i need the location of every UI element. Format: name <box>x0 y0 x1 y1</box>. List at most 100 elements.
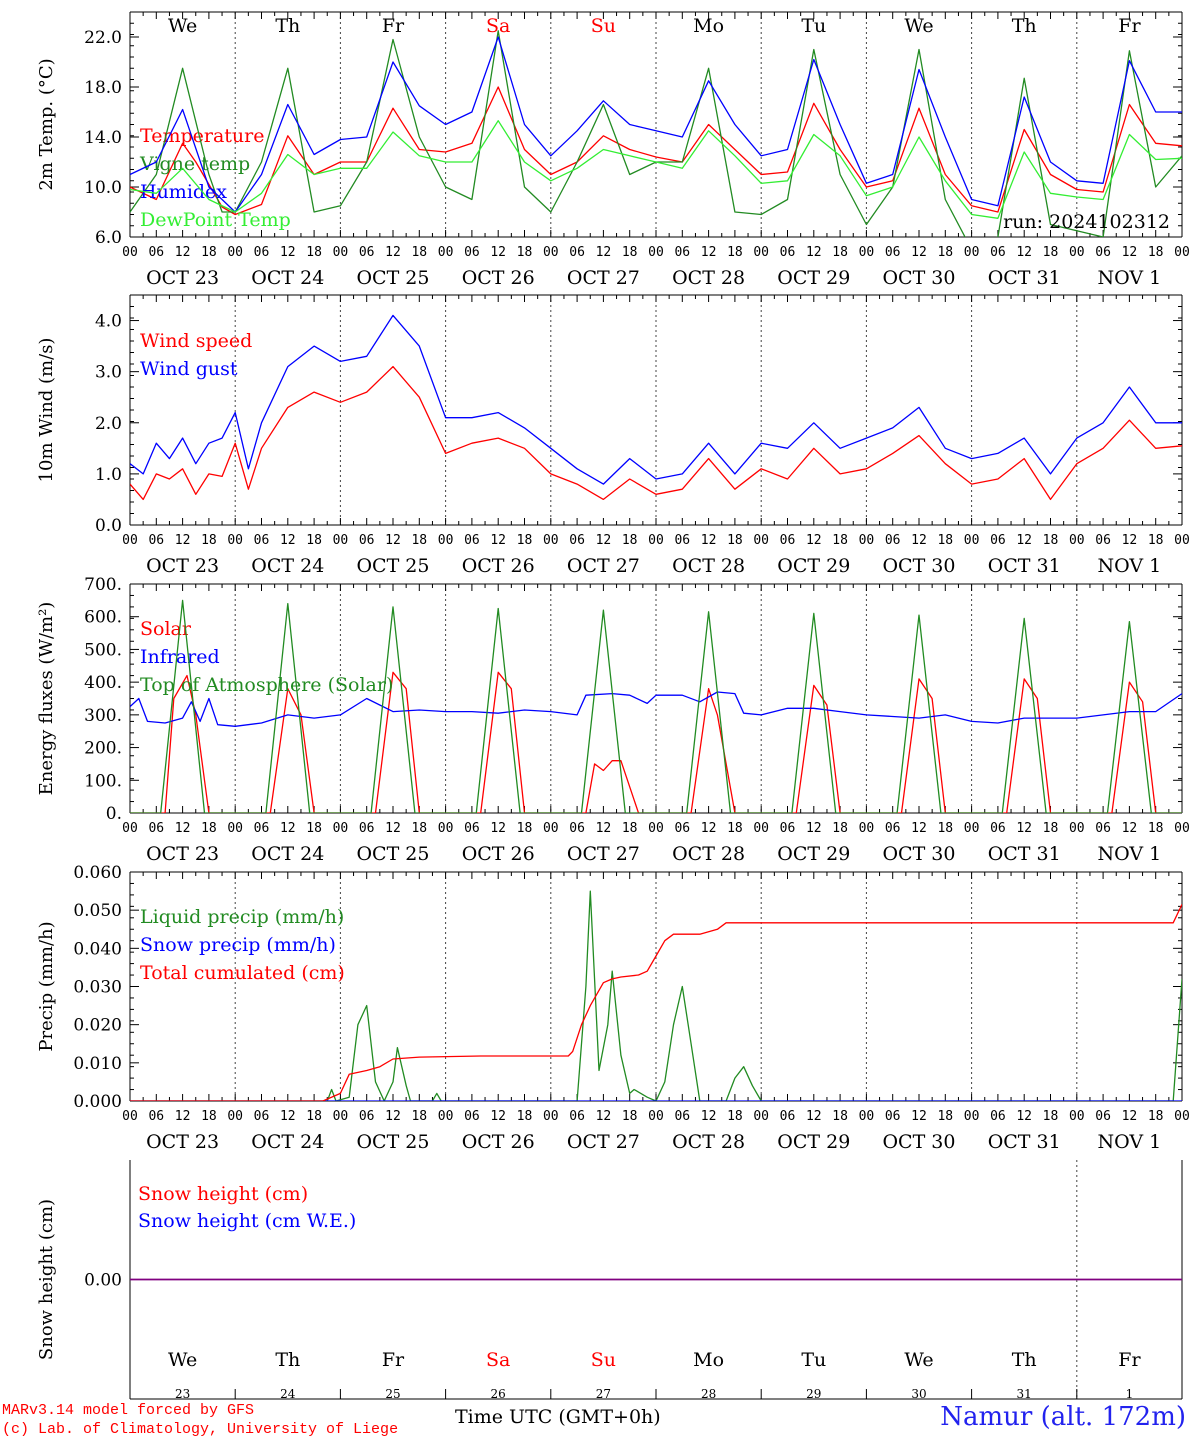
hour-tick-label: 12 <box>911 821 927 836</box>
hour-tick-label: 12 <box>280 821 296 836</box>
hour-tick-label: 00 <box>543 821 559 836</box>
hour-tick-label: 06 <box>464 1109 480 1124</box>
hour-tick-label: 06 <box>464 533 480 548</box>
date-label: OCT 25 <box>356 555 429 577</box>
legend-entry: Infrared <box>140 646 220 668</box>
hour-tick-label: 06 <box>780 533 796 548</box>
date-label: OCT 23 <box>146 267 219 289</box>
date-label: OCT 27 <box>567 843 640 865</box>
hour-tick-label: 18 <box>1043 1109 1059 1124</box>
hour-tick-label: 12 <box>806 533 822 548</box>
hour-tick-label: 12 <box>1122 821 1138 836</box>
hour-tick-label: 18 <box>201 1109 217 1124</box>
date-label: OCT 27 <box>567 1131 640 1153</box>
hour-tick-label: 06 <box>1095 533 1111 548</box>
hour-tick-label: 18 <box>201 821 217 836</box>
hour-tick-label: 12 <box>280 245 296 260</box>
hour-tick-label: 00 <box>333 1109 349 1124</box>
hour-tick-label: 00 <box>438 533 454 548</box>
hour-tick-label: 12 <box>175 245 191 260</box>
hour-tick-label: 00 <box>753 245 769 260</box>
panel-5: 0.00 Snow height (cm) Snow height (cm) Snow… <box>36 1160 1183 1401</box>
hour-tick-label: 00 <box>227 533 243 548</box>
hour-tick-label: 06 <box>464 245 480 260</box>
legend-entry: Temperature <box>140 125 264 147</box>
y-tick-label: 14.0 <box>84 128 122 148</box>
hour-tick-label: 00 <box>859 245 875 260</box>
hour-tick-label: 00 <box>543 245 559 260</box>
hour-tick-label: 12 <box>385 821 401 836</box>
date-label: OCT 31 <box>988 555 1061 577</box>
hour-tick-label: 12 <box>701 533 717 548</box>
weekday-label: We <box>904 15 933 37</box>
hour-tick-label: 18 <box>1148 1109 1164 1124</box>
hour-tick-label: 12 <box>1016 533 1032 548</box>
hour-tick-label: 18 <box>832 533 848 548</box>
date-label: OCT 26 <box>462 555 535 577</box>
hour-tick-label: 00 <box>964 533 980 548</box>
hour-tick-label: 00 <box>1069 1109 1085 1124</box>
lab-credit: (c) Lab. of Climatology, University of L… <box>2 1421 399 1438</box>
hour-tick-label: 06 <box>674 533 690 548</box>
model-credit: MARv3.14 model forced by GFS <box>2 1402 255 1419</box>
hour-tick-label: 06 <box>254 533 270 548</box>
hour-tick-label: 00 <box>753 821 769 836</box>
panel-1: 6.0 10.0 14.0 18.0 22.0 2m Temp. (°C) Temperat… <box>36 11 1190 289</box>
legend-entry: Solar <box>140 618 192 640</box>
weekday-label: Th <box>1012 1349 1037 1371</box>
y-tick-label: 1.0 <box>95 465 122 485</box>
hour-tick-label: 00 <box>438 821 454 836</box>
hour-tick-label: 18 <box>832 821 848 836</box>
weekday-label: Su <box>591 15 616 37</box>
hour-tick-label: 06 <box>359 245 375 260</box>
y-tick-label: 300. <box>84 706 122 726</box>
hour-tick-label: 00 <box>122 533 138 548</box>
hour-tick-label: 12 <box>385 1109 401 1124</box>
series-line-wind-speed <box>130 365 1182 501</box>
hour-tick-label: 18 <box>1043 821 1059 836</box>
hour-tick-label: 18 <box>517 1109 533 1124</box>
y-tick-label: 700. <box>84 575 122 595</box>
weekday-label: Fr <box>382 15 405 37</box>
hour-tick-label: 06 <box>148 821 164 836</box>
y-tick-label: 6.0 <box>95 228 122 248</box>
y-axis-label: Precip (mm/h) <box>36 921 57 1051</box>
hour-tick-label: 06 <box>359 533 375 548</box>
date-label: OCT 25 <box>356 1131 429 1153</box>
date-label: OCT 30 <box>882 843 955 865</box>
legend-entry: Snow precip (mm/h) <box>140 934 336 956</box>
hour-tick-label: 18 <box>727 821 743 836</box>
date-label: OCT 30 <box>882 1131 955 1153</box>
hour-tick-label: 12 <box>1016 821 1032 836</box>
weekday-label: Su <box>591 1349 616 1371</box>
y-tick-label: 10.0 <box>84 178 122 198</box>
series-line-solar <box>130 671 1182 813</box>
hour-tick-label: 18 <box>306 533 322 548</box>
y-tick-label: 0.030 <box>73 978 122 998</box>
hour-tick-label: 18 <box>517 533 533 548</box>
weekday-label: Sa <box>486 15 510 37</box>
weekday-label: Fr <box>1118 15 1141 37</box>
day-number-label: 25 <box>385 1387 400 1401</box>
panel-4: 0.000 0.010 0.020 0.030 0.040 0.050 0.060 Preci… <box>36 863 1190 1153</box>
day-number-label: 23 <box>175 1387 190 1401</box>
y-tick-label: 0.0 <box>95 516 122 536</box>
hour-tick-label: 00 <box>227 821 243 836</box>
hour-tick-label: 00 <box>1069 821 1085 836</box>
hour-tick-label: 12 <box>1016 245 1032 260</box>
hour-tick-label: 00 <box>648 245 664 260</box>
date-label: OCT 23 <box>146 843 219 865</box>
hour-tick-label: 00 <box>1174 533 1190 548</box>
y-tick-label: 2.0 <box>95 414 122 434</box>
date-label: OCT 24 <box>251 1131 324 1153</box>
series-line-humidex <box>130 36 1182 213</box>
y-tick-label: 500. <box>84 640 122 660</box>
hour-tick-label: 18 <box>937 245 953 260</box>
day-number-label: 24 <box>280 1387 296 1401</box>
weekday-label: Fr <box>382 1349 405 1371</box>
hour-tick-label: 18 <box>306 821 322 836</box>
date-label: NOV 1 <box>1098 267 1162 289</box>
hour-tick-label: 18 <box>937 1109 953 1124</box>
weekday-label: Mo <box>693 15 724 37</box>
y-tick-label: 0.050 <box>73 901 122 921</box>
